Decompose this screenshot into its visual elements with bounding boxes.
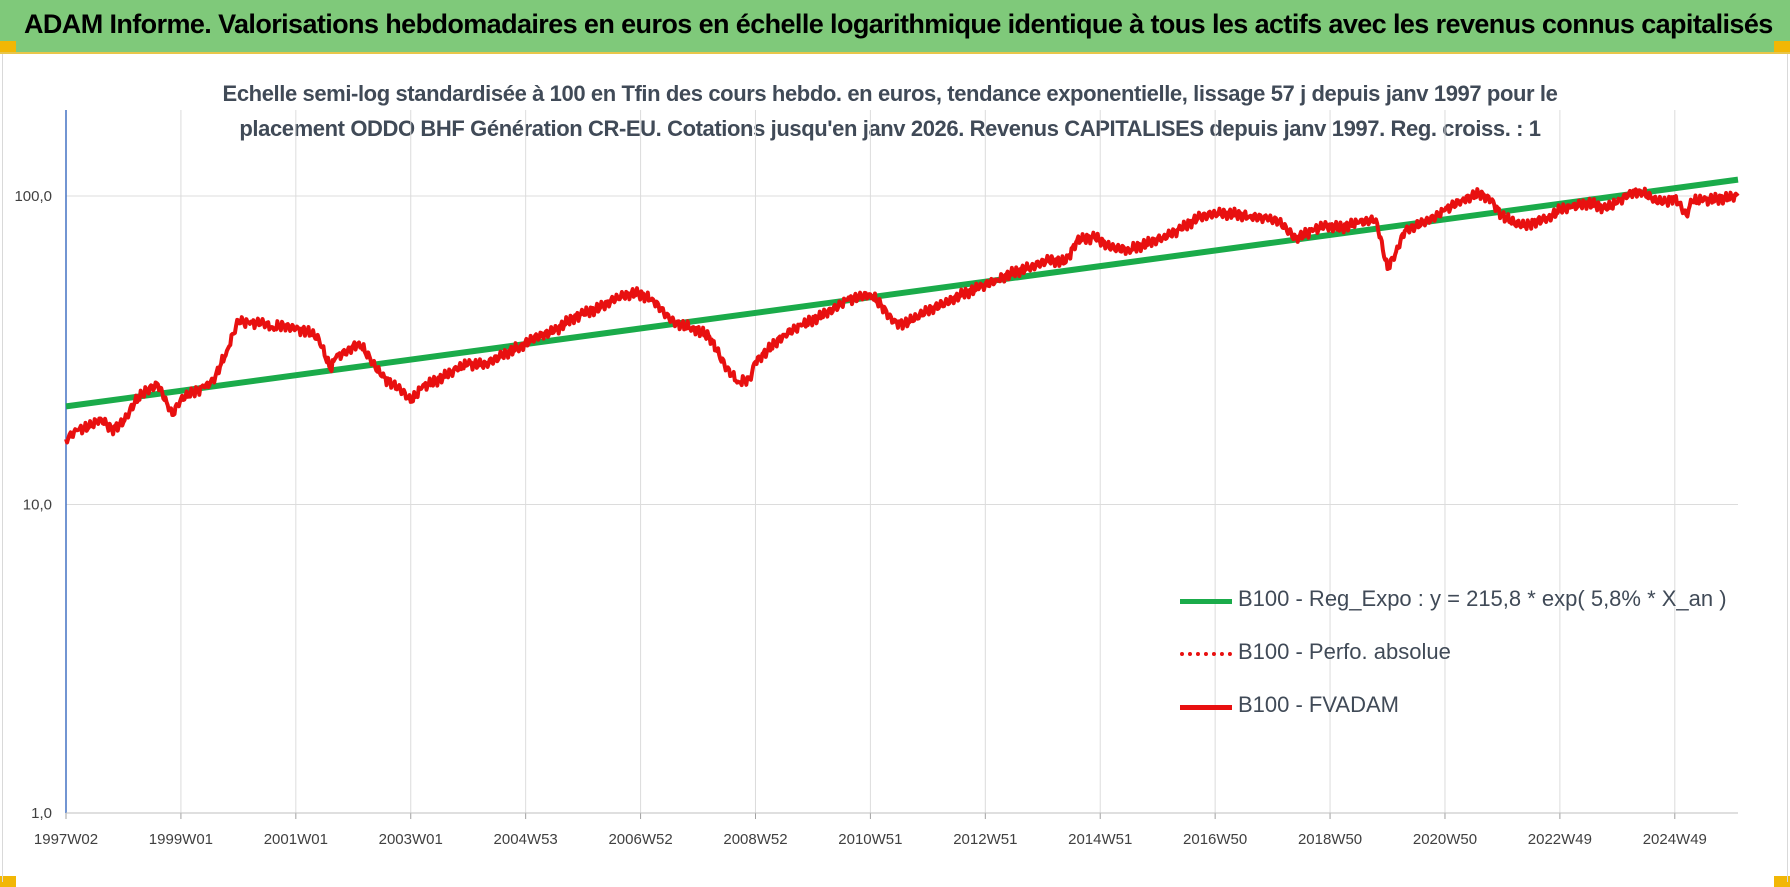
legend-swatch-trend <box>1180 599 1232 604</box>
report-title: ADAM Informe. Valorisations hebdomadaire… <box>24 9 1773 39</box>
chart-subtitle: Echelle semi-log standardisée à 100 en T… <box>160 76 1620 146</box>
chart-frame <box>2 54 1788 882</box>
x-tick-label: 2016W50 <box>1183 831 1247 848</box>
legend-swatch-perfo <box>1180 652 1232 656</box>
x-tick-label: 2018W50 <box>1298 831 1362 848</box>
y-tick-label: 1,0 <box>31 805 52 822</box>
x-tick-label: 2004W53 <box>494 831 558 848</box>
subtitle-line-2: placement ODDO BHF Génération CR-EU. Cot… <box>239 116 1541 141</box>
x-tick-label: 2006W52 <box>608 831 672 848</box>
x-tick-label: 2003W01 <box>379 831 443 848</box>
y-tick-label: 10,0 <box>23 496 52 513</box>
series-line-trend <box>65 176 1739 410</box>
corner-marker-top-left <box>0 41 16 52</box>
x-tick-label: 1999W01 <box>149 831 213 848</box>
x-tick-label: 2012W51 <box>953 831 1017 848</box>
report-header: ADAM Informe. Valorisations hebdomadaire… <box>0 0 1790 54</box>
x-tick-label: 1997W02 <box>34 831 98 848</box>
subtitle-line-1: Echelle semi-log standardisée à 100 en T… <box>222 81 1558 106</box>
y-tick-label: 100,0 <box>14 188 52 205</box>
legend-label-trend: B100 - Reg_Expo : y = 215,8 * exp( 5,8% … <box>1238 586 1727 611</box>
x-tick-label: 2008W52 <box>723 831 787 848</box>
legend-label-fvadam: B100 - FVADAM <box>1238 692 1399 717</box>
axis-layer: 100,0 10,0 1,0 1997W02 1999W01 2001W01 2003W01… <box>14 110 1738 848</box>
corner-marker-top-right <box>1774 41 1790 52</box>
x-tick-label: 2010W51 <box>838 831 902 848</box>
legend-label-perfo: B100 - Perfo. absolue <box>1238 639 1451 664</box>
x-tick-label: 2001W01 <box>264 831 328 848</box>
corner-marker-bottom-right <box>1774 876 1790 887</box>
series-line-fvadam <box>64 186 1740 445</box>
x-tick-label: 2014W51 <box>1068 831 1132 848</box>
series-layer <box>64 176 1740 445</box>
x-tick-label: 2022W49 <box>1528 831 1592 848</box>
x-tick-label: 2020W50 <box>1413 831 1477 848</box>
x-tick-label: 2024W49 <box>1643 831 1707 848</box>
corner-marker-bottom-left <box>0 876 16 887</box>
legend-swatch-fvadam <box>1180 705 1232 710</box>
